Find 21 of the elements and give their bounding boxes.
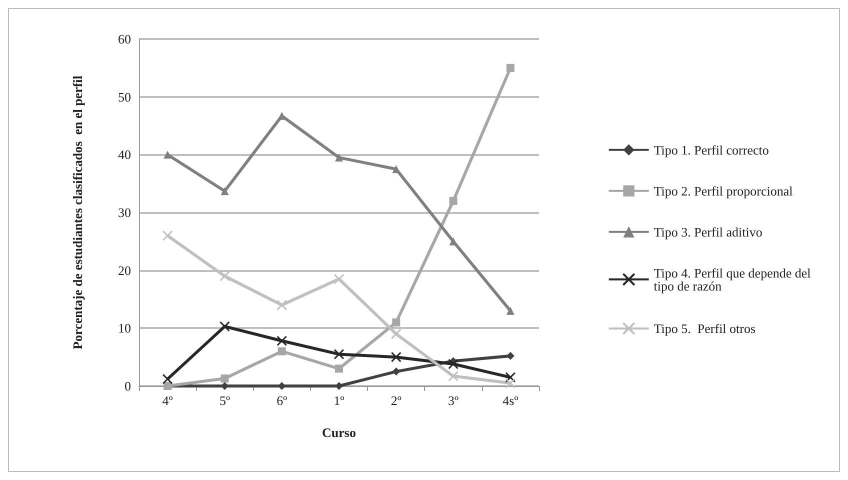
y-tick-label: 20 [118, 262, 131, 278]
x-axis-title: Curso [322, 425, 356, 440]
legend-label: Tipo 5. Perfil otros [654, 321, 756, 336]
x-tick-label: 4sº [502, 393, 518, 408]
y-tick-label: 30 [118, 205, 131, 220]
x-tick-label: 6º [276, 393, 288, 408]
x-tick-label: 2º [390, 393, 402, 408]
y-tick-label: 40 [118, 147, 131, 162]
x-tick-label: 5º [219, 393, 230, 408]
y-tick-label: 50 [118, 89, 131, 104]
y-tick-label: 10 [118, 320, 131, 336]
x-tick-label: 3º [448, 393, 459, 408]
x-tick-label: 1º [334, 393, 344, 408]
y-axis-title: Porcentaje de estudiantes clasificados en el perfil [70, 75, 85, 350]
legend-label: Tipo 1. Perfil correcto [654, 142, 769, 158]
legend-label: Tipo 4. Perfil que depende del tipo de razón [654, 265, 814, 294]
legend-label: Tipo 2. Perfil proporcional [654, 183, 794, 198]
legend-label: Tipo 3. Perfil aditivo [654, 224, 762, 240]
x-tick-label: 4º [162, 393, 173, 408]
y-tick-label: 60 [118, 32, 131, 46]
y-tick-label: 0 [124, 378, 131, 394]
